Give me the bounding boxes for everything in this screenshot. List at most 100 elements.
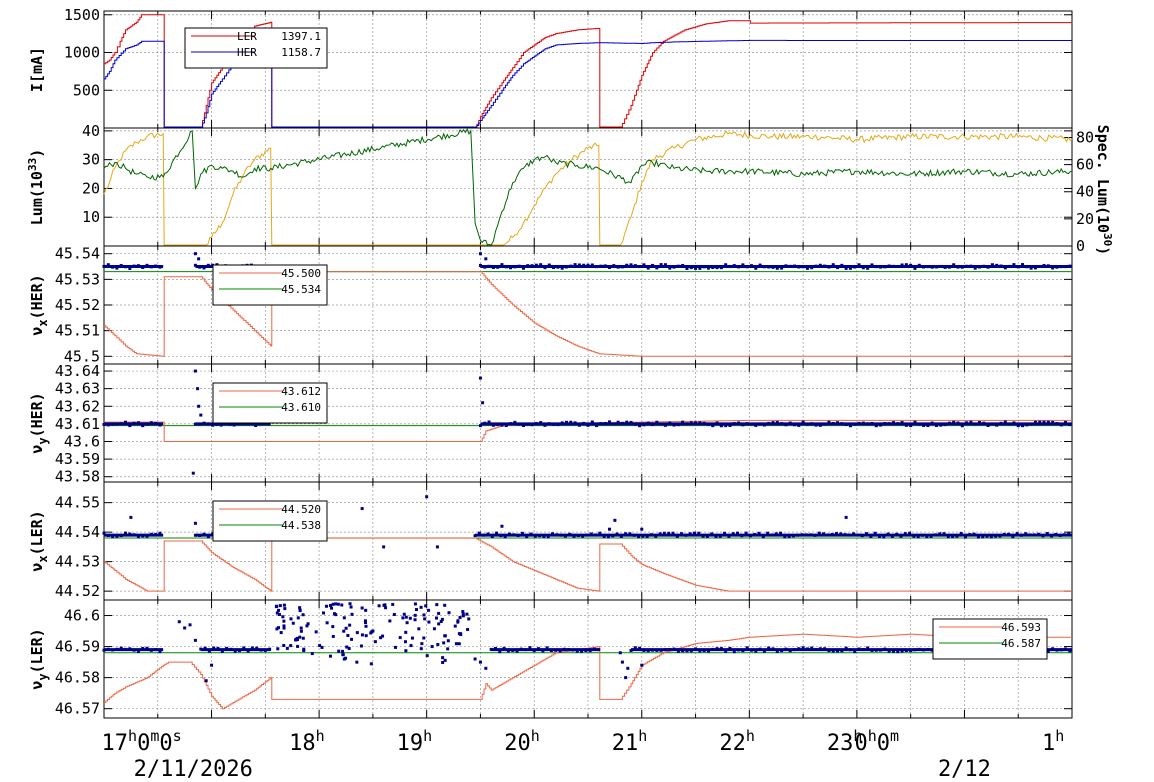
measured-point xyxy=(1012,263,1016,267)
measured-point xyxy=(865,532,869,536)
measured-point xyxy=(206,263,210,267)
measured-point xyxy=(440,617,444,621)
measured-point xyxy=(552,422,556,426)
measured-point xyxy=(563,534,567,538)
measured-point xyxy=(758,263,762,267)
measured-point xyxy=(642,263,646,267)
measured-point xyxy=(199,647,203,651)
measured-point xyxy=(364,624,368,628)
y-right-tick-label: 80 xyxy=(1076,128,1094,146)
measured-point xyxy=(1058,533,1062,537)
measured-point xyxy=(349,605,353,609)
legend: 46.593 46.587 xyxy=(932,618,1048,660)
measured-point xyxy=(543,266,547,270)
measured-point xyxy=(331,602,335,606)
measured-point xyxy=(115,422,119,426)
measured-outlier xyxy=(618,651,622,655)
measured-point xyxy=(443,634,447,638)
measured-point xyxy=(467,617,471,621)
measured-point xyxy=(956,421,960,425)
measured-point xyxy=(913,420,917,424)
measured-point xyxy=(364,634,368,638)
measured-outlier xyxy=(484,257,488,261)
measured-point xyxy=(853,265,857,269)
measured-point xyxy=(701,534,705,538)
measured-point xyxy=(818,423,822,427)
measured-point xyxy=(379,636,383,640)
measured-point xyxy=(363,619,367,623)
y-tick-label: 43.64 xyxy=(55,362,100,380)
legend: 43.612 43.610 xyxy=(212,382,328,424)
measured-point xyxy=(767,646,771,650)
measured-point xyxy=(642,423,646,427)
measured-point xyxy=(651,263,655,267)
measured-point xyxy=(688,532,692,536)
measured-point xyxy=(573,263,577,267)
measured-point xyxy=(770,533,774,537)
measured-point xyxy=(615,532,619,536)
measured-point xyxy=(111,648,115,652)
measured-point xyxy=(800,533,804,537)
measured-point xyxy=(972,532,976,536)
measured-point xyxy=(597,648,601,652)
measured-point xyxy=(603,421,607,425)
measured-point xyxy=(306,622,310,626)
measured-point xyxy=(1008,264,1012,268)
measured-point xyxy=(558,649,562,653)
measured-point xyxy=(526,264,530,268)
measured-point xyxy=(305,624,309,628)
measured-point xyxy=(1038,264,1042,268)
measured-point xyxy=(947,265,951,269)
measured-point xyxy=(342,629,346,633)
measured-point xyxy=(1068,649,1072,653)
measured-point xyxy=(337,649,341,653)
measured-point xyxy=(347,647,351,651)
measured-point xyxy=(714,535,718,539)
measured-point xyxy=(461,612,465,616)
measured-point xyxy=(124,420,128,424)
measured-point xyxy=(154,264,158,268)
measured-point xyxy=(774,532,778,536)
measured-point xyxy=(419,605,423,609)
measured-point xyxy=(917,422,921,426)
legend-box xyxy=(212,500,328,542)
measured-point xyxy=(344,626,348,630)
measured-point xyxy=(547,422,551,426)
measured-point xyxy=(478,263,482,267)
measured-point xyxy=(662,531,666,535)
measured-point xyxy=(616,420,620,424)
measured-point xyxy=(427,620,431,624)
measured-point xyxy=(836,266,840,270)
measured-point xyxy=(424,604,428,608)
measured-point xyxy=(869,534,873,538)
measured-point xyxy=(132,648,136,652)
measured-point xyxy=(860,534,864,538)
measured-point xyxy=(369,631,373,635)
measured-point xyxy=(278,604,282,608)
measured-outlier xyxy=(191,471,195,475)
measured-point xyxy=(511,648,515,652)
measured-point xyxy=(655,648,659,652)
measured-point xyxy=(128,532,132,536)
measured-point xyxy=(517,422,521,426)
measured-point xyxy=(965,421,969,425)
measured-point xyxy=(844,422,848,426)
measured-point xyxy=(654,534,658,538)
measured-point xyxy=(874,648,878,652)
measured-point xyxy=(422,613,426,617)
measured-point xyxy=(413,602,417,606)
measured-point xyxy=(646,266,650,270)
measured-point xyxy=(154,532,158,536)
measured-point xyxy=(289,617,293,621)
measured-point xyxy=(809,533,813,537)
measured-point xyxy=(409,644,413,648)
measured-point xyxy=(676,423,680,427)
measured-point xyxy=(119,646,123,650)
measured-point xyxy=(659,263,663,267)
measured-point xyxy=(532,649,536,653)
measured-point xyxy=(439,619,443,623)
measured-point xyxy=(233,649,237,653)
measured-point xyxy=(1011,535,1015,539)
measured-point xyxy=(874,424,878,428)
measured-point xyxy=(436,643,440,647)
